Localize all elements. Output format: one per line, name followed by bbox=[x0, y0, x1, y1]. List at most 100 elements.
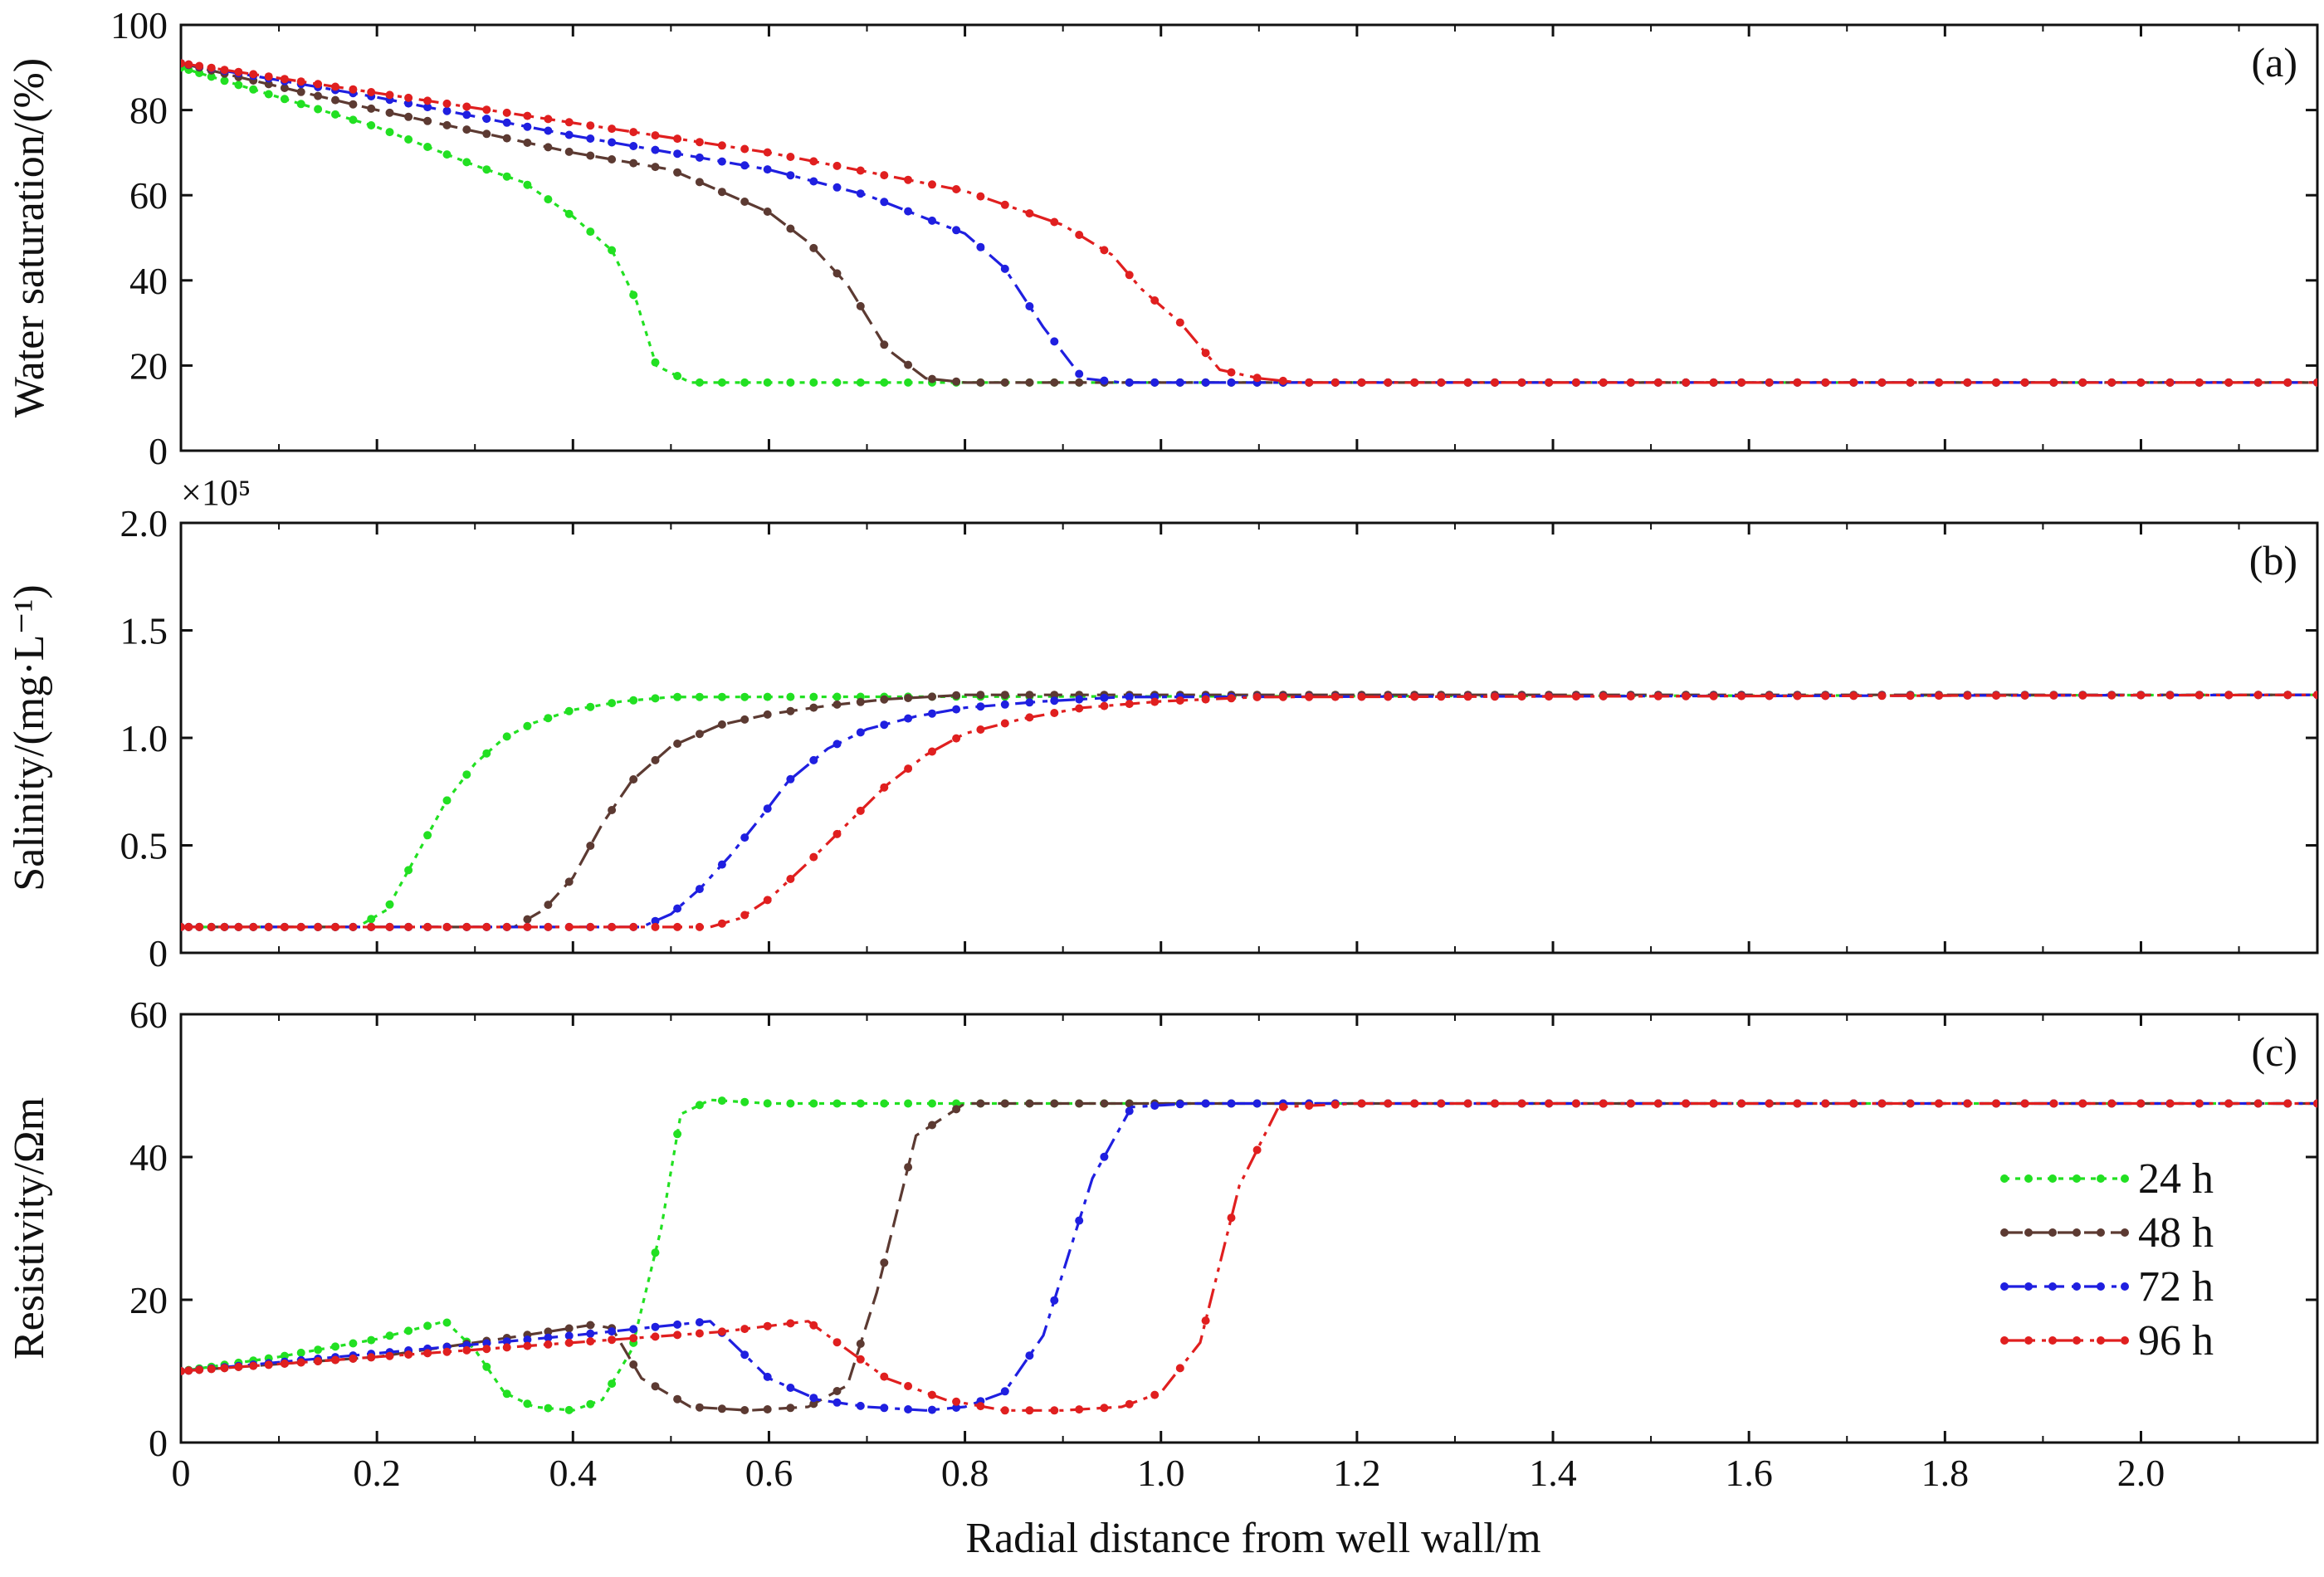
data-point bbox=[976, 378, 985, 387]
data-point bbox=[502, 108, 511, 117]
data-point bbox=[1150, 1390, 1160, 1399]
data-point bbox=[184, 60, 193, 69]
data-point bbox=[856, 697, 865, 706]
legend-marker bbox=[2121, 1282, 2129, 1291]
data-point bbox=[1793, 691, 1802, 701]
data-point bbox=[856, 301, 865, 310]
data-point bbox=[608, 124, 617, 134]
data-point bbox=[314, 91, 323, 100]
data-point bbox=[1075, 369, 1084, 378]
data-point bbox=[695, 730, 704, 739]
data-point bbox=[856, 378, 865, 387]
data-point bbox=[1025, 1351, 1034, 1360]
data-point bbox=[904, 1099, 913, 1108]
data-point bbox=[264, 90, 273, 99]
series-line-48h bbox=[181, 61, 2317, 384]
data-point bbox=[976, 1099, 985, 1108]
data-point bbox=[2253, 1099, 2263, 1108]
data-point bbox=[763, 148, 772, 157]
data-point bbox=[404, 135, 413, 144]
series-line-96h bbox=[181, 61, 2317, 384]
data-point bbox=[717, 1096, 726, 1106]
data-point bbox=[442, 922, 452, 931]
data-point bbox=[832, 700, 842, 709]
data-point bbox=[1330, 378, 1340, 387]
data-point bbox=[220, 1364, 229, 1373]
data-point bbox=[786, 1319, 795, 1328]
y-tick-label: 80 bbox=[129, 90, 168, 132]
legend-marker bbox=[2073, 1174, 2081, 1183]
data-point bbox=[763, 1372, 772, 1381]
data-point bbox=[314, 105, 323, 114]
data-point bbox=[1025, 1406, 1034, 1415]
legend-label: 24 h bbox=[2138, 1155, 2214, 1203]
data-point bbox=[523, 1399, 532, 1409]
data-point bbox=[442, 120, 452, 129]
y-tick-label: 0 bbox=[149, 1422, 168, 1464]
data-point bbox=[717, 378, 726, 387]
data-point bbox=[296, 77, 305, 86]
data-point bbox=[2165, 691, 2175, 700]
data-point bbox=[809, 1399, 818, 1409]
data-point bbox=[2078, 378, 2087, 387]
data-point bbox=[2078, 691, 2087, 700]
data-point bbox=[1000, 700, 1009, 709]
data-point bbox=[1150, 1101, 1160, 1111]
data-point bbox=[523, 721, 532, 730]
data-point bbox=[1100, 1404, 1109, 1413]
data-point bbox=[856, 806, 865, 815]
data-point bbox=[502, 1343, 511, 1352]
data-point bbox=[856, 728, 865, 737]
x-tick-label: 1.6 bbox=[1725, 1452, 1773, 1494]
data-point bbox=[1278, 376, 1287, 385]
data-point bbox=[1653, 378, 1662, 387]
data-point bbox=[786, 378, 795, 387]
data-point bbox=[880, 1372, 889, 1381]
data-point bbox=[608, 246, 617, 255]
data-point bbox=[1963, 1099, 1972, 1108]
data-point bbox=[462, 922, 471, 931]
data-point bbox=[608, 1379, 617, 1389]
data-point bbox=[976, 1402, 985, 1411]
series-line-24h bbox=[181, 1098, 2317, 1412]
data-point bbox=[832, 183, 842, 192]
data-point bbox=[1463, 1099, 1472, 1108]
data-point bbox=[880, 198, 889, 207]
data-point bbox=[651, 755, 660, 764]
data-point bbox=[482, 129, 491, 139]
data-point bbox=[2136, 691, 2146, 700]
data-point bbox=[832, 161, 842, 170]
data-point bbox=[695, 885, 704, 894]
data-point bbox=[1877, 691, 1887, 701]
data-point bbox=[502, 1337, 511, 1346]
data-point bbox=[1025, 378, 1034, 387]
data-point bbox=[564, 1324, 574, 1333]
legend-marker bbox=[2097, 1336, 2105, 1345]
data-point bbox=[1545, 378, 1554, 387]
data-point bbox=[629, 290, 638, 300]
data-point bbox=[673, 1330, 682, 1340]
data-point bbox=[673, 740, 682, 748]
data-point bbox=[832, 1338, 842, 1347]
data-point bbox=[1025, 698, 1034, 707]
data-point bbox=[1100, 1152, 1109, 1161]
data-point bbox=[629, 142, 638, 150]
data-point bbox=[1599, 378, 1608, 387]
data-point bbox=[976, 242, 985, 251]
legend-item: 24 h bbox=[2000, 1155, 2214, 1203]
data-point bbox=[564, 922, 574, 931]
data-point bbox=[928, 692, 936, 701]
y-tick-label: 0 bbox=[149, 430, 168, 472]
data-point bbox=[1075, 695, 1084, 704]
data-point bbox=[564, 118, 574, 127]
y-tick-label: 20 bbox=[129, 1279, 168, 1321]
data-point bbox=[786, 774, 795, 784]
data-point bbox=[2283, 378, 2292, 387]
data-point bbox=[976, 702, 985, 711]
data-point bbox=[809, 1099, 818, 1108]
data-point bbox=[856, 1099, 865, 1108]
data-point bbox=[651, 694, 660, 703]
legend-item: 96 h bbox=[2000, 1317, 2214, 1365]
data-point bbox=[1000, 1387, 1009, 1396]
data-point bbox=[1571, 692, 1580, 701]
